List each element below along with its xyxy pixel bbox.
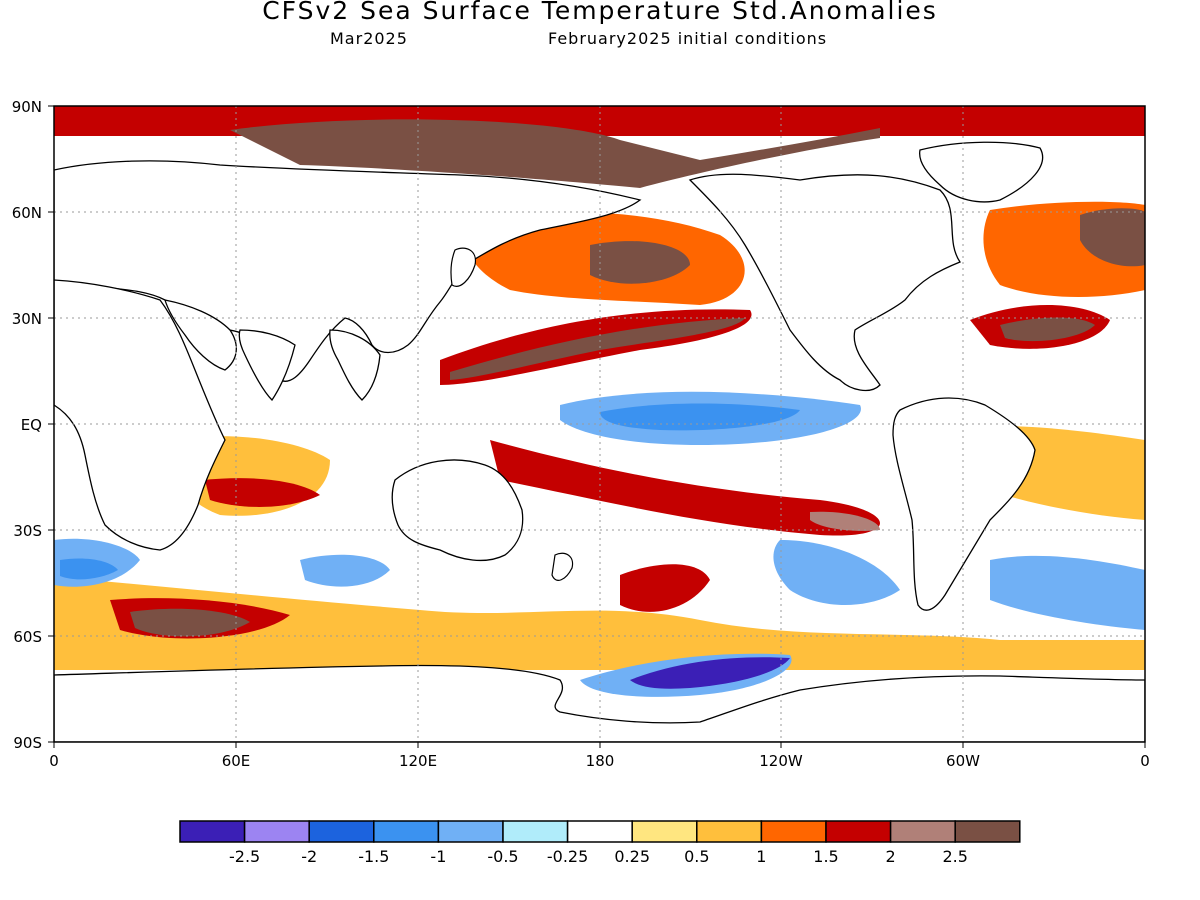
lat-label-eq: EQ — [21, 416, 42, 434]
greenland — [919, 141, 1044, 203]
antarctic-strong-cool — [630, 657, 790, 689]
colorbar-label-10: 2 — [886, 847, 896, 866]
lon-label-120e: 120E — [399, 752, 437, 770]
south-america — [892, 397, 1036, 611]
s-indian-strong — [130, 608, 250, 637]
colorbar: -2.5 -2 -1.5 -1 -0.5 -0.25 0.25 0.5 1 1.5 2 2.5 — [179, 820, 1021, 866]
s-indian-cool — [300, 554, 390, 587]
colorbar-label-3: -1 — [430, 847, 446, 866]
colorbar-label-6: 0.25 — [614, 847, 650, 866]
initial-conditions: February2025 initial conditions — [548, 29, 828, 48]
npac-very-warm — [590, 241, 690, 284]
n-atlantic-strong — [1080, 208, 1145, 267]
lon-label-60e: 60E — [222, 752, 251, 770]
colorbar-labels: -2.5 -2 -1.5 -1 -0.5 -0.25 0.25 0.5 1 1.5 2 2.5 — [229, 847, 968, 866]
indochina — [329, 329, 381, 401]
lat-label-30n: 30N — [12, 310, 42, 328]
colorbar-swatch-3 — [373, 820, 440, 843]
north-america — [688, 173, 961, 392]
s-atlantic-cool — [990, 555, 1145, 630]
colorbar-label-1: -2 — [301, 847, 317, 866]
map-title: CFSv2 Sea Surface Temperature Std.Anomal… — [262, 0, 938, 25]
mid-atlantic-strong — [1000, 317, 1095, 342]
pacific-strong-streak — [450, 318, 745, 380]
colorbar-label-7: 0.5 — [684, 847, 709, 866]
lat-label-60s: 60S — [13, 628, 42, 646]
graticule — [54, 106, 1145, 742]
colorbar-swatch-12 — [954, 820, 1021, 843]
lon-label-120w: 120W — [759, 752, 803, 770]
lon-label-60w: 60W — [946, 752, 980, 770]
spac-strong-spot — [810, 511, 880, 531]
colorbar-label-9: 1.5 — [813, 847, 838, 866]
arabia — [164, 299, 237, 371]
antarctica — [54, 664, 1145, 742]
colorbar-label-0: -2.5 — [229, 847, 260, 866]
india — [238, 329, 296, 402]
southern-ocean-warm — [54, 580, 1145, 670]
colorbar-label-11: 2.5 — [942, 847, 967, 866]
colorbar-swatch-6 — [566, 820, 633, 843]
colorbar-swatch-0 — [179, 820, 246, 843]
australia — [391, 459, 524, 562]
colorbar-swatch-11 — [889, 820, 956, 843]
colorbar-label-4: -0.5 — [487, 847, 518, 866]
colorbar-swatch-9 — [760, 820, 827, 843]
colorbar-label-5: -0.25 — [547, 847, 588, 866]
japan — [450, 247, 477, 287]
colorbar-swatch-1 — [243, 820, 310, 843]
lat-label-30s: 30S — [13, 522, 42, 540]
se-pac-cool — [773, 540, 900, 605]
valid-month: Mar2025 — [330, 29, 408, 48]
lon-label-180: 180 — [586, 752, 615, 770]
lat-label-90s: 90S — [13, 734, 42, 752]
lon-label-0-right: 0 — [1140, 752, 1150, 770]
axis-ticks — [48, 105, 1146, 748]
colorbar-swatch-4 — [437, 820, 504, 843]
africa — [54, 279, 226, 551]
colorbar-boxes — [179, 820, 1021, 843]
s-pac-warm-blob — [620, 564, 710, 612]
colorbar-label-8: 1 — [756, 847, 766, 866]
arctic-strong-anomaly — [230, 119, 880, 188]
colorbar-swatch-2 — [308, 820, 375, 843]
colorbar-swatch-8 — [696, 820, 763, 843]
map-area — [54, 106, 1145, 742]
colorbar-swatch-7 — [631, 820, 698, 843]
colorbar-swatch-10 — [825, 820, 892, 843]
sw-indian-cooler — [60, 558, 118, 580]
lat-label-90n: 90N — [12, 98, 42, 116]
lon-label-0-left: 0 — [49, 752, 59, 770]
new-zealand — [551, 552, 574, 581]
lat-label-60n: 60N — [12, 204, 42, 222]
spac-warm-band — [490, 440, 880, 536]
colorbar-swatch-5 — [502, 820, 569, 843]
indian-warmer — [205, 478, 320, 507]
colorbar-label-2: -1.5 — [358, 847, 389, 866]
